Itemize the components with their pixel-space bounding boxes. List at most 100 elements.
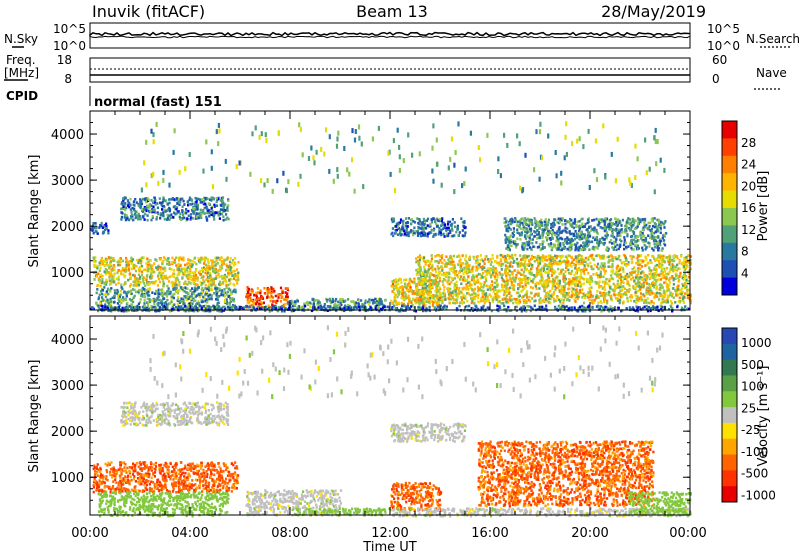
range-gate-cell bbox=[564, 260, 567, 264]
range-gate-cell bbox=[668, 284, 671, 287]
range-gate-cell bbox=[218, 280, 221, 284]
range-gate-cell bbox=[108, 266, 111, 269]
range-gate-cell bbox=[454, 225, 457, 229]
range-gate-cell bbox=[400, 301, 403, 305]
range-gate-cell bbox=[175, 286, 178, 290]
range-gate-cell bbox=[517, 283, 520, 287]
range-gate-cell bbox=[205, 278, 208, 281]
range-gate-cell bbox=[177, 197, 180, 200]
range-gate-cell bbox=[234, 288, 237, 292]
range-gate-cell bbox=[535, 281, 538, 285]
range-gate-cell bbox=[135, 264, 138, 268]
range-gate-cell bbox=[645, 299, 648, 302]
range-gate-cell bbox=[453, 269, 456, 273]
range-gate-cell bbox=[474, 292, 477, 296]
range-gate-cell bbox=[679, 299, 682, 303]
range-gate-cell bbox=[122, 298, 125, 302]
range-gate-cell bbox=[450, 294, 453, 297]
range-gate-cell bbox=[687, 254, 690, 257]
range-gate-cell bbox=[235, 268, 239, 271]
range-gate-cell bbox=[676, 256, 679, 260]
range-gate-cell bbox=[424, 219, 427, 223]
range-gate-cell bbox=[207, 271, 210, 275]
range-gate-cell bbox=[281, 295, 284, 299]
range-gate-cell bbox=[167, 280, 170, 283]
range-gate-cell bbox=[575, 260, 578, 263]
range-gate-cell bbox=[512, 261, 515, 264]
range-gate-cell bbox=[129, 203, 132, 207]
range-gate-cell bbox=[126, 217, 129, 221]
range-gate-cell bbox=[215, 292, 218, 295]
range-gate-cell bbox=[122, 197, 125, 200]
range-gate-cell bbox=[510, 298, 513, 301]
range-gate-cell bbox=[464, 270, 467, 274]
range-gate-cell bbox=[456, 274, 459, 277]
range-gate-cell bbox=[186, 273, 189, 277]
range-gate-cell bbox=[537, 268, 540, 272]
range-gate-cell bbox=[207, 294, 210, 298]
range-gate-cell bbox=[331, 300, 334, 303]
range-gate-cell bbox=[286, 301, 289, 304]
range-gate-cell bbox=[129, 208, 132, 211]
range-gate-cell bbox=[421, 234, 424, 237]
range-gate-cell bbox=[219, 264, 222, 268]
range-gate-cell bbox=[537, 260, 540, 263]
range-gate-cell bbox=[672, 283, 675, 286]
range-gate-cell bbox=[570, 272, 573, 275]
range-gate-cell bbox=[448, 301, 451, 305]
range-gate-cell bbox=[471, 296, 474, 300]
range-gate-cell bbox=[652, 281, 655, 284]
range-gate-cell bbox=[689, 295, 693, 298]
range-gate-cell bbox=[655, 267, 658, 271]
range-gate-cell bbox=[124, 208, 127, 212]
range-gate-cell bbox=[315, 307, 318, 311]
range-gate-cell bbox=[450, 280, 453, 284]
range-gate-cell bbox=[530, 271, 533, 275]
range-gate-cell bbox=[97, 297, 100, 301]
range-gate-cell bbox=[168, 309, 171, 313]
range-gate-cell bbox=[234, 257, 237, 260]
range-gate-cell bbox=[466, 261, 469, 265]
range-gate-cell bbox=[172, 269, 175, 272]
range-gate-cell bbox=[670, 268, 674, 271]
range-gate-cell bbox=[542, 298, 545, 302]
cpid-label: CPID bbox=[6, 89, 38, 103]
range-gate-cell bbox=[423, 268, 426, 272]
range-gate-cell bbox=[267, 288, 270, 291]
range-gate-cell bbox=[288, 302, 291, 306]
range-gate-cell bbox=[435, 287, 438, 291]
range-gate-cell bbox=[223, 275, 226, 278]
range-gate-cell bbox=[449, 231, 452, 234]
range-gate-cell bbox=[140, 199, 143, 202]
range-gate-cell bbox=[531, 257, 534, 261]
range-gate-cell bbox=[221, 305, 225, 309]
range-gate-cell bbox=[210, 294, 213, 297]
range-gate-cell bbox=[598, 275, 602, 279]
range-gate-cell bbox=[550, 259, 553, 262]
range-gate-cell bbox=[168, 198, 171, 201]
range-gate-cell bbox=[357, 302, 360, 305]
range-gate-cell bbox=[429, 282, 432, 285]
range-gate-cell bbox=[577, 266, 581, 270]
range-gate-cell bbox=[592, 273, 595, 276]
range-gate-cell bbox=[254, 298, 258, 302]
range-gate-cell bbox=[504, 297, 507, 301]
range-gate-cell bbox=[456, 295, 459, 299]
range-gate-cell bbox=[416, 300, 419, 304]
range-gate-cell bbox=[515, 257, 519, 261]
range-gate-cell bbox=[399, 218, 403, 221]
range-gate-cell bbox=[434, 299, 437, 302]
range-gate-cell bbox=[414, 292, 417, 295]
range-gate-cell bbox=[187, 258, 190, 261]
range-gate-cell bbox=[503, 258, 506, 261]
range-gate-cell bbox=[162, 260, 165, 263]
range-gate-cell bbox=[406, 289, 409, 292]
range-gate-cell bbox=[176, 266, 179, 270]
range-gate-cell bbox=[525, 291, 528, 295]
range-gate-cell bbox=[601, 256, 604, 260]
range-gate-cell bbox=[572, 258, 575, 261]
range-gate-cell bbox=[226, 206, 229, 209]
range-gate-cell bbox=[177, 200, 180, 203]
range-gate-cell bbox=[153, 211, 157, 214]
range-gate-cell bbox=[214, 256, 217, 260]
